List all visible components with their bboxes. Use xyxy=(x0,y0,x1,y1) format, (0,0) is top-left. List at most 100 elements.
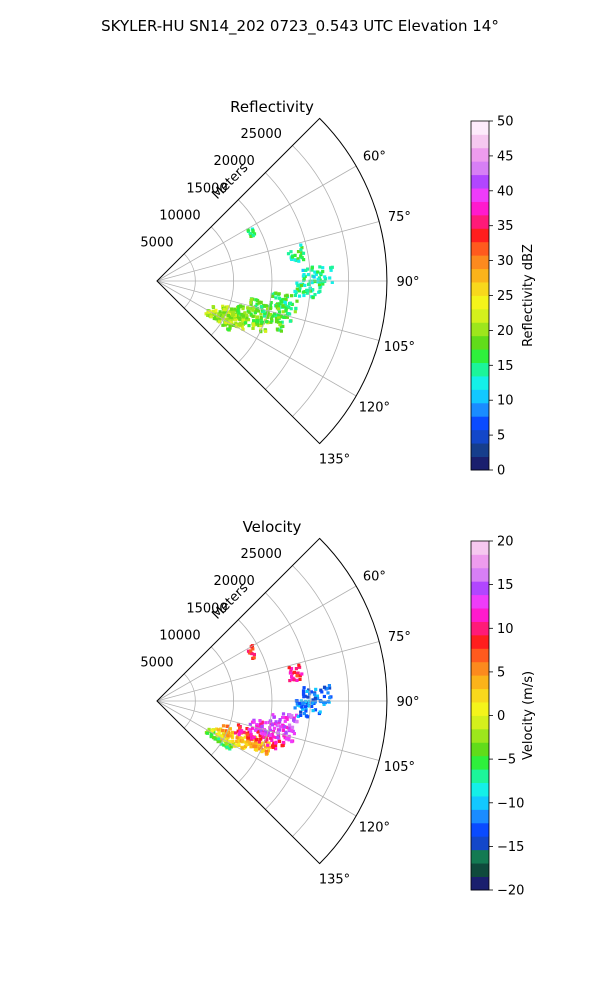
velocity-echo-bin xyxy=(231,740,235,744)
velocity-echo-bin xyxy=(290,725,295,729)
reflectivity-echo-region xyxy=(286,243,306,263)
velocity-colorbar-tick-label: 10 xyxy=(497,622,514,637)
velocity-colorbar-bin xyxy=(471,661,489,676)
velocity-colorbar-bin xyxy=(471,863,489,877)
velocity-echo-bin xyxy=(220,735,224,739)
reflectivity-echo-bin xyxy=(319,280,323,284)
velocity-echo-bin xyxy=(251,736,255,740)
reflectivity-colorbar-label: Reflectivity dBZ xyxy=(521,244,536,347)
velocity-echo-bin xyxy=(213,737,217,741)
reflectivity-echo-bin xyxy=(214,310,218,314)
reflectivity-colorbar-bin xyxy=(471,255,489,270)
velocity-echo-bin xyxy=(259,727,263,731)
velocity-echo-bin xyxy=(290,740,294,744)
reflectivity-echo-bin xyxy=(297,289,301,293)
velocity-echo-bin xyxy=(298,665,302,669)
velocity-echo-bin xyxy=(281,728,285,733)
reflectivity-echo-bin xyxy=(264,304,268,308)
reflectivity-echo-bin xyxy=(214,308,218,312)
reflectivity-echo-bin xyxy=(302,293,306,298)
reflectivity-echo-bin xyxy=(212,309,216,314)
reflectivity-colorbar-bin xyxy=(471,322,489,337)
reflectivity-echo-bin xyxy=(275,327,279,331)
reflectivity-echo-bin xyxy=(261,320,265,324)
velocity-echo-bin xyxy=(248,741,252,745)
reflectivity-echo-bin xyxy=(297,259,301,263)
reflectivity-echo-bin xyxy=(319,271,323,275)
reflectivity-echo-bin xyxy=(254,304,258,308)
velocity-echo-bin xyxy=(322,700,326,704)
reflectivity-echo-bin xyxy=(217,317,221,321)
reflectivity-echo-bin xyxy=(232,313,236,317)
reflectivity-echo-bin xyxy=(283,315,287,319)
reflectivity-colorbar-bin xyxy=(471,349,489,364)
reflectivity-echo-bin xyxy=(240,325,244,329)
velocity-echo-bin xyxy=(243,735,247,739)
reflectivity-echo-bin xyxy=(279,300,283,304)
reflectivity-echo-bin xyxy=(259,300,263,304)
reflectivity-echo-bin xyxy=(289,307,293,311)
velocity-echo-bin xyxy=(267,741,271,745)
velocity-echo-bin xyxy=(255,723,259,727)
velocity-echo-bin xyxy=(300,705,304,709)
velocity-echo-bin xyxy=(227,744,232,749)
velocity-echo-bin xyxy=(292,678,296,682)
velocity-echo-region xyxy=(268,712,299,730)
reflectivity-colorbar-bin xyxy=(471,362,489,377)
reflectivity-echo-bin xyxy=(293,258,297,262)
velocity-echo-bin xyxy=(320,690,324,694)
reflectivity-colorbar-bin xyxy=(471,134,489,149)
reflectivity-colorbar-tick-label: 35 xyxy=(497,219,514,234)
reflectivity-azimuth-tick-label: 120° xyxy=(359,401,390,416)
reflectivity-echo-bin xyxy=(209,315,213,319)
reflectivity-echo-bin xyxy=(244,318,248,322)
reflectivity-echo-bin xyxy=(259,320,263,324)
velocity-colorbar-bin xyxy=(471,755,489,770)
velocity-echo-bin xyxy=(287,738,291,742)
velocity-azimuth-gridline xyxy=(156,641,380,702)
velocity-echo-bin xyxy=(295,702,299,706)
velocity-echo-bin xyxy=(298,674,302,678)
velocity-echo-bin xyxy=(251,742,255,746)
reflectivity-echo-bin xyxy=(277,313,281,317)
reflectivity-echo-bin xyxy=(312,275,316,279)
velocity-echo-bin xyxy=(271,730,276,734)
reflectivity-echo-bin xyxy=(299,243,303,247)
reflectivity-echo-bin xyxy=(295,287,299,291)
velocity-colorbar-tick-label: −10 xyxy=(497,796,524,811)
reflectivity-echo-bin xyxy=(255,306,259,310)
reflectivity-echo-bin xyxy=(251,321,255,325)
reflectivity-echo-bin xyxy=(303,290,307,294)
reflectivity-echo-bin xyxy=(318,289,322,293)
reflectivity-echo-bin xyxy=(227,328,231,332)
velocity-colorbar: −20 −15 −10 −5 0 5 10 15 20 Velocity (m/s) xyxy=(470,535,536,899)
reflectivity-echo-bin xyxy=(277,292,281,296)
reflectivity-echo-bin xyxy=(318,286,322,290)
reflectivity-echo-bin xyxy=(293,289,297,293)
velocity-echo-bin xyxy=(231,730,235,734)
velocity-colorbar-bin xyxy=(471,769,489,784)
reflectivity-echo-bin xyxy=(222,310,226,314)
velocity-echo-bin xyxy=(226,734,230,738)
velocity-colorbar-bin xyxy=(471,822,489,837)
velocity-echo-bin xyxy=(258,719,262,723)
velocity-echo-bin xyxy=(323,685,327,689)
reflectivity-echo-bin xyxy=(237,311,241,315)
reflectivity-echo-bin xyxy=(264,311,268,315)
velocity-colorbar-bin xyxy=(471,688,489,703)
velocity-colorbar-bin xyxy=(471,634,489,649)
velocity-echo-bin xyxy=(325,686,329,691)
reflectivity-colorbar-bin xyxy=(471,268,489,283)
reflectivity-echo-bin xyxy=(255,302,259,306)
reflectivity-echo-bin xyxy=(231,310,235,314)
velocity-echo-bin xyxy=(209,735,213,739)
velocity-echo-bin xyxy=(292,732,296,736)
velocity-echo-bin xyxy=(305,689,309,693)
velocity-echo-bin xyxy=(248,722,252,726)
velocity-echo-bin xyxy=(322,694,326,699)
reflectivity-echo-bin xyxy=(305,291,309,295)
velocity-colorbar-bin xyxy=(471,809,489,824)
reflectivity-echo-bin xyxy=(279,329,283,333)
reflectivity-echo-bin xyxy=(300,246,304,250)
